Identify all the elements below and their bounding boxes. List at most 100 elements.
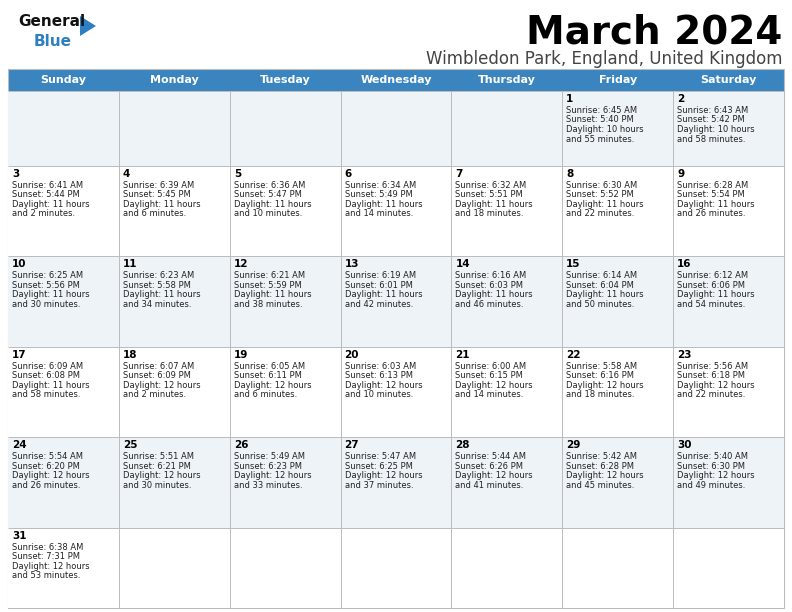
Text: 19: 19 (234, 350, 248, 360)
Text: 4: 4 (123, 169, 130, 179)
Text: 16: 16 (677, 259, 691, 269)
Text: Sunset: 6:13 PM: Sunset: 6:13 PM (345, 371, 413, 381)
Text: Sunset: 5:40 PM: Sunset: 5:40 PM (566, 116, 634, 124)
Text: Daylight: 12 hours: Daylight: 12 hours (677, 381, 755, 390)
Text: Sunset: 6:03 PM: Sunset: 6:03 PM (455, 281, 524, 290)
Text: 22: 22 (566, 350, 581, 360)
Text: 14: 14 (455, 259, 470, 269)
Text: Daylight: 12 hours: Daylight: 12 hours (566, 381, 644, 390)
Text: Daylight: 12 hours: Daylight: 12 hours (12, 471, 89, 480)
Text: Daylight: 12 hours: Daylight: 12 hours (345, 471, 422, 480)
Text: and 10 minutes.: and 10 minutes. (234, 209, 302, 218)
Text: and 58 minutes.: and 58 minutes. (677, 135, 745, 143)
Text: and 33 minutes.: and 33 minutes. (234, 481, 303, 490)
Text: Sunrise: 6:39 AM: Sunrise: 6:39 AM (123, 181, 194, 190)
Text: 13: 13 (345, 259, 359, 269)
Text: Daylight: 12 hours: Daylight: 12 hours (345, 381, 422, 390)
Text: Sunrise: 6:32 AM: Sunrise: 6:32 AM (455, 181, 527, 190)
Text: Daylight: 12 hours: Daylight: 12 hours (566, 471, 644, 480)
Text: 20: 20 (345, 350, 359, 360)
Text: Daylight: 10 hours: Daylight: 10 hours (677, 125, 755, 134)
Text: Sunset: 6:26 PM: Sunset: 6:26 PM (455, 462, 524, 471)
Text: and 10 minutes.: and 10 minutes. (345, 390, 413, 400)
Text: and 18 minutes.: and 18 minutes. (566, 390, 634, 400)
Text: and 26 minutes.: and 26 minutes. (12, 481, 81, 490)
Text: Sunrise: 6:14 AM: Sunrise: 6:14 AM (566, 272, 638, 280)
Text: and 55 minutes.: and 55 minutes. (566, 135, 634, 143)
Text: Daylight: 11 hours: Daylight: 11 hours (12, 291, 89, 299)
Bar (8, 69, 784, 608)
Text: Sunset: 6:20 PM: Sunset: 6:20 PM (12, 462, 80, 471)
Text: and 45 minutes.: and 45 minutes. (566, 481, 634, 490)
Text: Sunrise: 5:47 AM: Sunrise: 5:47 AM (345, 452, 416, 461)
Text: Sunrise: 6:25 AM: Sunrise: 6:25 AM (12, 272, 83, 280)
Text: Sunrise: 5:42 AM: Sunrise: 5:42 AM (566, 452, 638, 461)
Text: and 58 minutes.: and 58 minutes. (12, 390, 81, 400)
Text: 29: 29 (566, 441, 581, 450)
Text: 8: 8 (566, 169, 573, 179)
Text: Daylight: 12 hours: Daylight: 12 hours (123, 471, 200, 480)
Text: Daylight: 11 hours: Daylight: 11 hours (566, 200, 644, 209)
Text: Sunset: 5:45 PM: Sunset: 5:45 PM (123, 190, 191, 200)
Text: Sunrise: 5:56 AM: Sunrise: 5:56 AM (677, 362, 748, 371)
Text: and 22 minutes.: and 22 minutes. (677, 390, 745, 400)
Text: Sunset: 5:47 PM: Sunset: 5:47 PM (234, 190, 302, 200)
Text: and 22 minutes.: and 22 minutes. (566, 209, 634, 218)
Text: and 14 minutes.: and 14 minutes. (455, 390, 524, 400)
Text: 27: 27 (345, 441, 360, 450)
Text: Sunrise: 6:30 AM: Sunrise: 6:30 AM (566, 181, 638, 190)
Text: Sunset: 6:25 PM: Sunset: 6:25 PM (345, 462, 413, 471)
Text: 15: 15 (566, 259, 581, 269)
Text: Sunset: 6:16 PM: Sunset: 6:16 PM (566, 371, 634, 381)
Text: March 2024: March 2024 (526, 14, 782, 52)
Text: 26: 26 (234, 441, 248, 450)
Text: Daylight: 10 hours: Daylight: 10 hours (566, 125, 644, 134)
Polygon shape (80, 16, 96, 36)
Text: Sunrise: 6:36 AM: Sunrise: 6:36 AM (234, 181, 305, 190)
Text: Wimbledon Park, England, United Kingdom: Wimbledon Park, England, United Kingdom (425, 50, 782, 68)
Text: 12: 12 (234, 259, 248, 269)
Text: Tuesday: Tuesday (260, 75, 310, 85)
Text: Sunrise: 6:19 AM: Sunrise: 6:19 AM (345, 272, 416, 280)
Bar (8, 256, 784, 347)
Text: Sunrise: 6:03 AM: Sunrise: 6:03 AM (345, 362, 416, 371)
Text: Sunrise: 5:54 AM: Sunrise: 5:54 AM (12, 452, 83, 461)
Text: Daylight: 12 hours: Daylight: 12 hours (455, 381, 533, 390)
Text: 21: 21 (455, 350, 470, 360)
Text: Daylight: 11 hours: Daylight: 11 hours (455, 291, 533, 299)
Text: Blue: Blue (34, 34, 72, 49)
Text: Sunset: 5:56 PM: Sunset: 5:56 PM (12, 281, 80, 290)
Text: and 6 minutes.: and 6 minutes. (123, 209, 186, 218)
Text: Daylight: 11 hours: Daylight: 11 hours (123, 200, 200, 209)
Text: Sunset: 6:15 PM: Sunset: 6:15 PM (455, 371, 524, 381)
Text: Daylight: 11 hours: Daylight: 11 hours (234, 200, 311, 209)
Bar (8, 528, 784, 608)
Text: 30: 30 (677, 441, 691, 450)
Text: Sunset: 5:49 PM: Sunset: 5:49 PM (345, 190, 413, 200)
Text: 24: 24 (12, 441, 27, 450)
Text: Sunset: 5:54 PM: Sunset: 5:54 PM (677, 190, 745, 200)
Text: 5: 5 (234, 169, 241, 179)
Text: Daylight: 11 hours: Daylight: 11 hours (677, 291, 755, 299)
Text: Sunset: 6:09 PM: Sunset: 6:09 PM (123, 371, 191, 381)
Text: and 42 minutes.: and 42 minutes. (345, 300, 413, 309)
Text: and 38 minutes.: and 38 minutes. (234, 300, 303, 309)
Text: Sunrise: 5:44 AM: Sunrise: 5:44 AM (455, 452, 527, 461)
Text: and 26 minutes.: and 26 minutes. (677, 209, 745, 218)
Text: Sunrise: 6:41 AM: Sunrise: 6:41 AM (12, 181, 83, 190)
Text: Sunset: 6:06 PM: Sunset: 6:06 PM (677, 281, 745, 290)
Text: and 53 minutes.: and 53 minutes. (12, 572, 81, 580)
Text: 31: 31 (12, 531, 26, 541)
Text: Daylight: 12 hours: Daylight: 12 hours (234, 381, 311, 390)
Text: and 14 minutes.: and 14 minutes. (345, 209, 413, 218)
Text: Daylight: 12 hours: Daylight: 12 hours (12, 562, 89, 571)
Text: and 37 minutes.: and 37 minutes. (345, 481, 413, 490)
Text: 3: 3 (12, 169, 19, 179)
Text: Daylight: 12 hours: Daylight: 12 hours (234, 471, 311, 480)
Text: and 46 minutes.: and 46 minutes. (455, 300, 524, 309)
Text: 28: 28 (455, 441, 470, 450)
Bar (8, 347, 784, 438)
Text: Daylight: 11 hours: Daylight: 11 hours (12, 381, 89, 390)
Text: Daylight: 11 hours: Daylight: 11 hours (234, 291, 311, 299)
Text: Sunset: 6:28 PM: Sunset: 6:28 PM (566, 462, 634, 471)
